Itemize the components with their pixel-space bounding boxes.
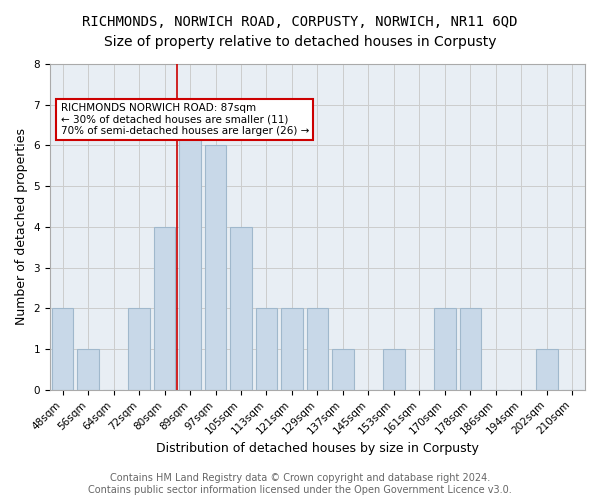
Bar	[460, 308, 481, 390]
X-axis label: Distribution of detached houses by size in Corpusty: Distribution of detached houses by size …	[156, 442, 479, 455]
Bar	[307, 308, 328, 390]
Bar	[383, 349, 405, 390]
Bar	[230, 227, 252, 390]
Bar	[128, 308, 150, 390]
Bar	[52, 308, 73, 390]
Text: Size of property relative to detached houses in Corpusty: Size of property relative to detached ho…	[104, 35, 496, 49]
Bar	[179, 104, 201, 390]
Text: RICHMONDS NORWICH ROAD: 87sqm
← 30% of detached houses are smaller (11)
70% of s: RICHMONDS NORWICH ROAD: 87sqm ← 30% of d…	[61, 103, 309, 136]
Bar	[154, 227, 175, 390]
Bar	[77, 349, 99, 390]
Text: Contains HM Land Registry data © Crown copyright and database right 2024.
Contai: Contains HM Land Registry data © Crown c…	[88, 474, 512, 495]
Text: RICHMONDS, NORWICH ROAD, CORPUSTY, NORWICH, NR11 6QD: RICHMONDS, NORWICH ROAD, CORPUSTY, NORWI…	[82, 15, 518, 29]
Bar	[205, 146, 226, 390]
Bar	[256, 308, 277, 390]
Bar	[536, 349, 557, 390]
Bar	[434, 308, 455, 390]
Bar	[281, 308, 303, 390]
Y-axis label: Number of detached properties: Number of detached properties	[15, 128, 28, 326]
Bar	[332, 349, 354, 390]
